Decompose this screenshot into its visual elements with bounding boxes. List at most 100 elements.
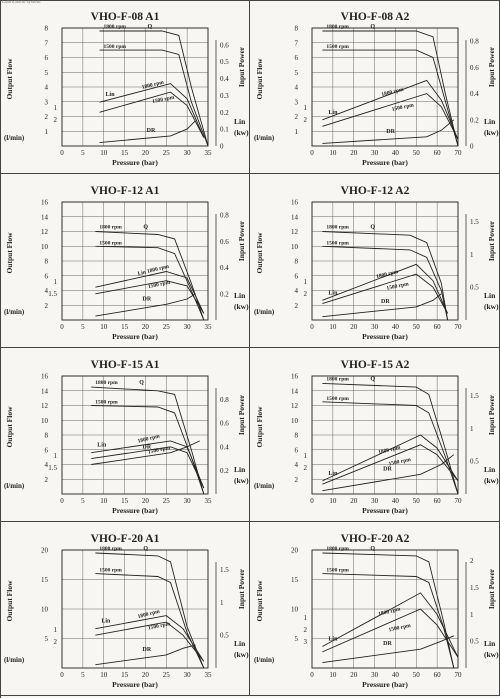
chart-svg: VHO-F-20 A2 0 10 20 30 40 50 60 70 Pressure (bar)… xyxy=(254,533,499,689)
x-tick-label: 60 xyxy=(434,497,442,505)
curve-label-q: Q xyxy=(143,225,148,231)
series-line xyxy=(95,573,205,669)
y-left-tick-label: 10 xyxy=(41,243,49,251)
curve-label-power-1500: 1500 rpm xyxy=(391,102,415,113)
x-tick-label: 10 xyxy=(329,323,337,331)
y-right-axis-label: Input Power xyxy=(237,220,246,261)
curve-label-1800rpm: 1800 rpm xyxy=(99,546,122,552)
y-left-axis-label: Output Flow xyxy=(255,406,264,448)
chart-svg: VHO-F-15 A2 0 10 20 30 40 50 60 70 Pressure (bar)… xyxy=(254,359,499,515)
series-line xyxy=(99,30,209,147)
series-line xyxy=(91,386,205,495)
y-left-axis-label: Output Flow xyxy=(255,58,264,100)
y-left-tick-label: 6 xyxy=(45,272,49,280)
series-line xyxy=(95,293,196,317)
curve-label-lin: Lin xyxy=(328,637,338,643)
series-line xyxy=(322,592,459,658)
x-tick-label: 0 xyxy=(310,671,314,679)
x-tick-label: 25 xyxy=(163,323,171,331)
y-left-tick-label: 12 xyxy=(41,402,49,410)
x-tick-label: 60 xyxy=(434,149,442,157)
y-right-axis-label: Input Power xyxy=(237,568,246,609)
x-tick-label: 0 xyxy=(310,497,314,505)
x-tick-label: 50 xyxy=(413,149,421,157)
x-tick-label: 25 xyxy=(163,149,171,157)
frame-top xyxy=(0,0,500,1)
curve-label-q: Q xyxy=(370,225,375,231)
curve-label-1800rpm: 1800 rpm xyxy=(326,546,349,552)
grid xyxy=(61,549,209,668)
curve-label-power-1800: 1800 rpm xyxy=(381,87,405,98)
lin-tick-label: 1 xyxy=(304,614,308,622)
chart-title: VHO-F-20 A2 xyxy=(341,533,410,545)
x-tick-label: 30 xyxy=(184,323,192,331)
lin-axis-title: Lin xyxy=(484,465,496,474)
curve-label-dr: DR xyxy=(143,647,152,653)
curve-label-power-1800: 1800 rpm xyxy=(378,445,402,456)
plot-frame xyxy=(61,549,209,669)
y-left-axis-label: Output Flow xyxy=(255,580,264,622)
chart-panel-p08a1: VHO-F-08 A1 0 5 10 15 20 25 30 35 Pressure (bar) 1… xyxy=(0,0,250,174)
series-line xyxy=(95,644,196,666)
series-line xyxy=(322,245,449,321)
y-right-tick-label: 0.2 xyxy=(220,109,229,117)
series-line xyxy=(91,440,200,465)
chart-panel-p15a2: VHO-F-15 A2 0 10 20 30 40 50 60 70 Pressure (bar)… xyxy=(250,348,500,522)
x-axis-label: Pressure (bar) xyxy=(112,506,158,515)
y-left-tick-label: 8 xyxy=(295,432,299,440)
chart-panel-p15a1: VHO-F-15 A1 0 5 10 15 20 25 30 35 Pressure (bar) 2… xyxy=(0,348,250,522)
x-axis-label: Pressure (bar) xyxy=(362,680,408,689)
series-line xyxy=(322,49,459,147)
x-tick-label: 35 xyxy=(205,497,213,505)
x-tick-label: 15 xyxy=(121,497,129,505)
x-tick-label: 40 xyxy=(392,671,400,679)
x-tick-label: 5 xyxy=(81,323,85,331)
y-left-tick-label: 8 xyxy=(45,25,49,33)
lin-tick-label: 2 xyxy=(54,116,58,124)
curve-label-power-1800: 1800 rpm xyxy=(137,609,161,620)
x-tick-label: 10 xyxy=(100,497,108,505)
y-right-tick-label: 1.5 xyxy=(470,584,479,592)
curve-label-power-1800: Lin 1800 rpm xyxy=(137,264,170,278)
y-left-tick-label: 6 xyxy=(295,54,299,62)
y-left-tick-label: 3 xyxy=(45,98,49,106)
chart-title: VHO-F-08 A2 xyxy=(341,11,410,23)
lin-axis-title: Lin xyxy=(484,291,496,300)
x-tick-label: 70 xyxy=(455,323,463,331)
y-right-unit-label: (kw) xyxy=(484,650,499,659)
y-left-tick-label: 8 xyxy=(295,25,299,33)
x-tick-label: 10 xyxy=(329,497,337,505)
y-left-tick-label: 12 xyxy=(291,402,299,410)
y-left-tick-label: 3 xyxy=(295,98,299,106)
y-left-tick-label: 20 xyxy=(291,547,299,555)
x-tick-label: 10 xyxy=(329,671,337,679)
lin-axis-title: Lin xyxy=(484,117,496,126)
y-right-axis-label: Input Power xyxy=(487,568,496,609)
y-left-tick-label: 12 xyxy=(291,228,299,236)
y-left-tick-label: 4 xyxy=(295,461,299,469)
lin-tick-label: 1 xyxy=(304,104,308,112)
y-left-tick-label: 20 xyxy=(41,547,49,555)
y-left-tick-label: 7 xyxy=(45,39,49,47)
curve-label-1500rpm: 1500 rpm xyxy=(99,240,122,246)
x-tick-label: 50 xyxy=(413,497,421,505)
x-tick-label: 60 xyxy=(434,671,442,679)
x-tick-label: 35 xyxy=(205,149,213,157)
y-right-tick-label: 0.4 xyxy=(470,90,479,98)
y-left-tick-label: 2 xyxy=(295,113,299,121)
y-left-unit-label: (l/min) xyxy=(4,482,25,490)
lin-tick-label: 1 xyxy=(304,278,308,286)
y-right-tick-label: 0.5 xyxy=(470,284,479,292)
plot-frame xyxy=(311,201,459,321)
y-left-tick-label: 2 xyxy=(45,302,49,310)
x-tick-label: 30 xyxy=(371,323,379,331)
x-tick-label: 5 xyxy=(81,497,85,505)
lin-tick-label: 1 xyxy=(54,278,58,286)
curve-label-1800rpm: 1800 rpm xyxy=(104,24,127,30)
y-left-tick-label: 6 xyxy=(45,446,49,454)
curve-label-1500rpm: 1500 rpm xyxy=(326,44,349,50)
series-line xyxy=(95,280,205,314)
series-group xyxy=(99,30,209,147)
y-left-tick-label: 6 xyxy=(295,446,299,454)
y-left-axis-label: Output Flow xyxy=(255,232,264,274)
